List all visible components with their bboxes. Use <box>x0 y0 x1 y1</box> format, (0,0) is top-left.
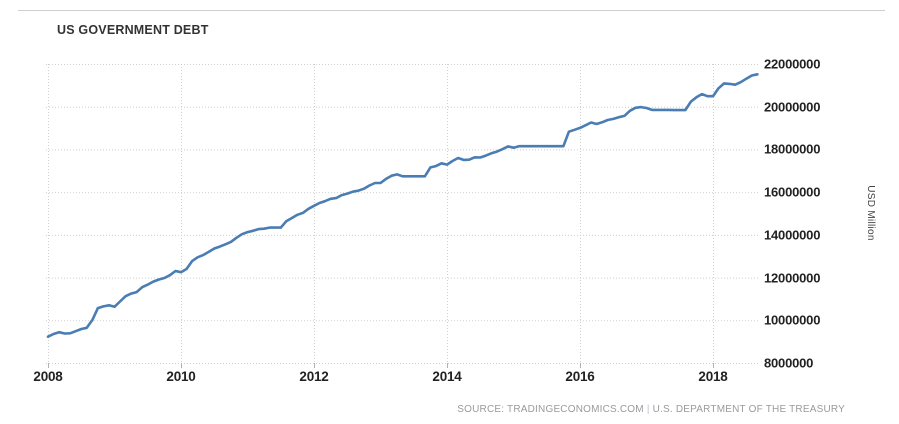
y-axis-unit-label: USD Million <box>865 185 876 241</box>
y-axis-tick-label: 14000000 <box>764 227 821 243</box>
y-axis-tick-label: 8000000 <box>764 355 814 371</box>
y-axis-tick-label: 10000000 <box>764 312 821 328</box>
y-axis-tick-label: 16000000 <box>764 184 821 200</box>
y-axis-tick-label: 12000000 <box>764 270 821 286</box>
y-axis-tick-label: 22000000 <box>764 56 821 72</box>
source-left-text: SOURCE: TRADINGECONOMICS.COM <box>457 404 644 415</box>
x-axis-tick-label: 2010 <box>166 369 196 384</box>
source-right-text: U.S. DEPARTMENT OF THE TREASURY <box>652 404 845 415</box>
x-axis-tick-label: 2014 <box>432 369 462 384</box>
x-axis-tick-label: 2018 <box>698 369 728 384</box>
x-axis-tick-label: 2008 <box>33 369 63 384</box>
source-separator: | <box>646 404 650 415</box>
y-axis-tick-label: 20000000 <box>764 99 821 115</box>
chart-title: US GOVERNMENT DEBT <box>57 23 209 37</box>
x-axis-tick-label: 2016 <box>565 369 595 384</box>
source-attribution: SOURCE: TRADINGECONOMICS.COM | U.S. DEPART… <box>457 404 845 415</box>
x-axis-tick-label: 2012 <box>299 369 329 384</box>
debt-line-series[interactable] <box>46 73 759 339</box>
top-divider <box>18 10 885 11</box>
y-axis-tick-label: 18000000 <box>764 141 821 157</box>
